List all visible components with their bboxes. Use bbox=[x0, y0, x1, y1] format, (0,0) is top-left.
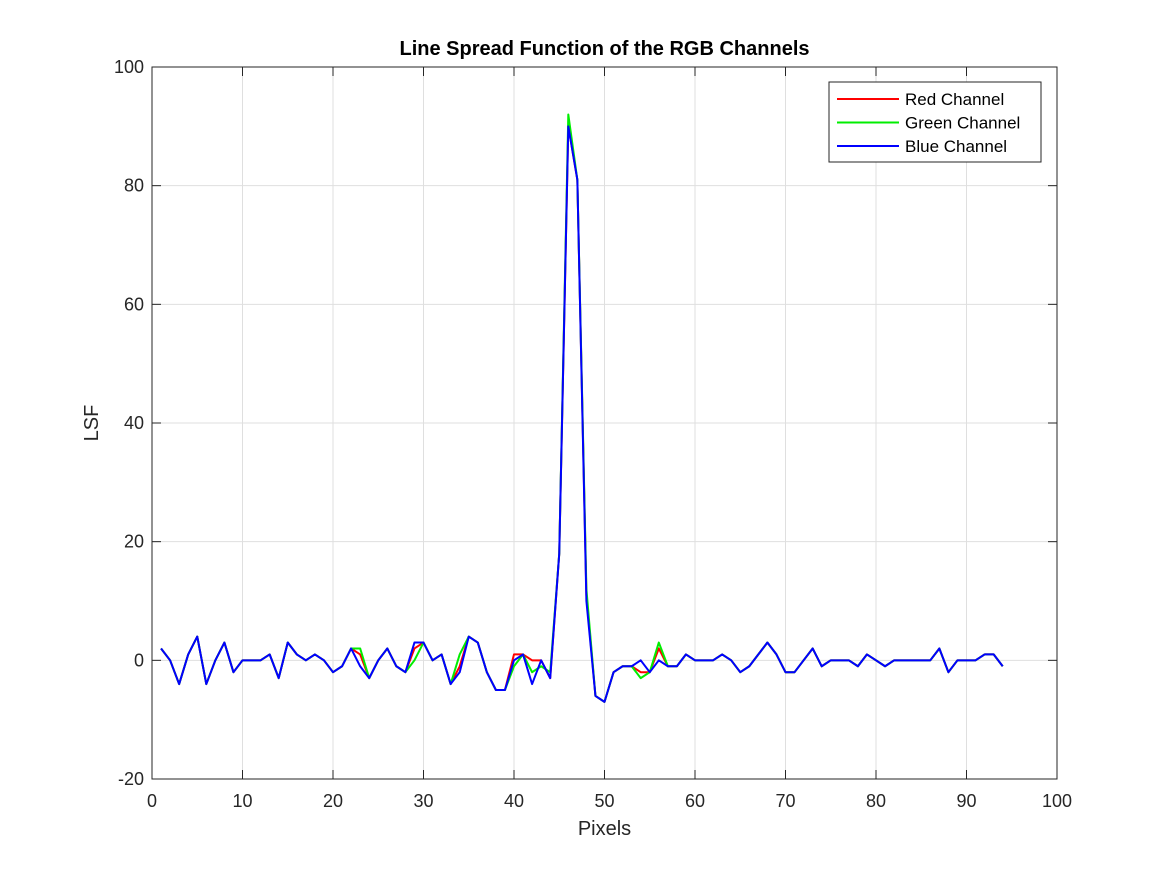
x-tick-label: 10 bbox=[232, 791, 252, 811]
y-axis-label: LSF bbox=[81, 405, 103, 442]
x-tick-label: 0 bbox=[147, 791, 157, 811]
x-tick-label: 40 bbox=[504, 791, 524, 811]
x-tick-label: 80 bbox=[866, 791, 886, 811]
series-layer bbox=[160, 113, 1004, 703]
legend: Red Channel Green Channel Blue Channel bbox=[828, 81, 1042, 163]
legend-entry: Red Channel bbox=[905, 90, 1004, 109]
y-tick-label: 60 bbox=[124, 294, 144, 314]
chart-title: Line Spread Function of the RGB Channels bbox=[399, 38, 809, 60]
legend-entry: Green Channel bbox=[905, 114, 1020, 133]
x-tick-label: 60 bbox=[685, 791, 705, 811]
y-tick-label: -20 bbox=[118, 769, 144, 789]
x-tick-label: 50 bbox=[594, 791, 614, 811]
y-tick-label: 20 bbox=[124, 532, 144, 552]
y-tick-label: 0 bbox=[134, 650, 144, 670]
x-axis-label: Pixels bbox=[578, 818, 631, 840]
legend-entry: Blue Channel bbox=[905, 137, 1007, 156]
x-tick-label: 70 bbox=[775, 791, 795, 811]
x-tick-label: 100 bbox=[1042, 791, 1072, 811]
x-tick-label: 20 bbox=[323, 791, 343, 811]
series-line-blue-channel bbox=[160, 125, 1004, 703]
y-tick-label: 40 bbox=[124, 413, 144, 433]
x-tick-label: 30 bbox=[413, 791, 433, 811]
y-tick-label: 100 bbox=[114, 57, 144, 77]
x-tick-label: 90 bbox=[956, 791, 976, 811]
y-tick-label: 80 bbox=[124, 176, 144, 196]
